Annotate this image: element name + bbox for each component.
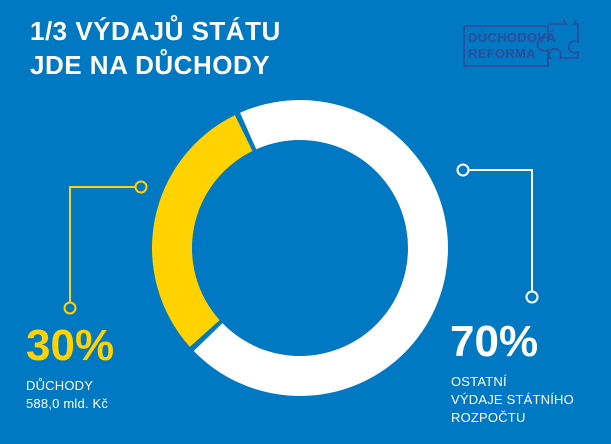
logo-text: DŮCHODOVÁ REFORMA <box>468 30 556 62</box>
puzzle-piece-icon <box>463 20 579 67</box>
pensions-label-line-1: DŮCHODY <box>26 378 94 393</box>
title-line-2: JDE NA DŮCHODY <box>30 50 271 80</box>
callout-pensions <box>63 180 148 315</box>
callout-dot-pensions-top <box>134 180 148 194</box>
donut-slice-other <box>193 100 448 396</box>
pensions-percent-label: 30% <box>26 321 115 370</box>
donut-slices <box>151 100 448 396</box>
callout-dot-pensions-bottom <box>63 301 77 315</box>
logo-line-2: REFORMA <box>468 46 536 61</box>
callout-other <box>456 163 539 304</box>
callout-dot-other-top <box>456 163 470 177</box>
donut-slice-pensions <box>151 115 253 347</box>
other-label-line-1: OSTATNÍ <box>451 374 507 389</box>
pensions-description: DŮCHODY 588,0 mld. Kč <box>26 377 108 413</box>
logo: DŮCHODOVÁ REFORMA <box>462 20 582 70</box>
callout-line-other <box>463 169 533 297</box>
other-percent-label: 70% <box>450 317 539 366</box>
other-label-line-3: ROZPOČTU <box>451 410 526 425</box>
title-line-1: 1/3 VÝDAJŮ STÁTU <box>30 16 281 46</box>
pensions-label-line-2: 588,0 mld. Kč <box>26 396 109 411</box>
other-description: OSTATNÍ VÝDAJE STÁTNÍHO ROZPOČTU <box>451 373 574 427</box>
logo-line-1: DŮCHODOVÁ <box>468 30 556 45</box>
page-title: 1/3 VÝDAJŮ STÁTU JDE NA DŮCHODY <box>30 14 281 82</box>
callout-dot-other-bottom <box>525 290 539 304</box>
other-label-line-2: VÝDAJE STÁTNÍHO <box>451 392 574 407</box>
callout-line-pensions <box>69 186 141 308</box>
